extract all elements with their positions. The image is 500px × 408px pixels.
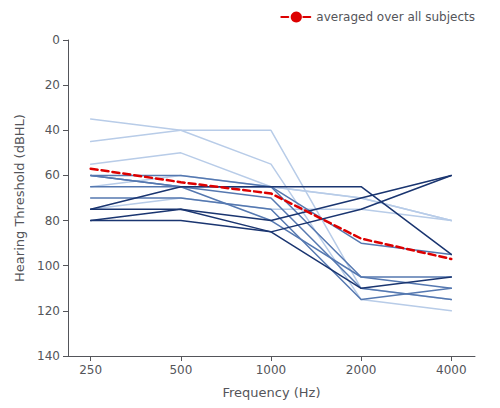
svg-text:20: 20 — [45, 78, 60, 92]
svg-text:Hearing Threshold (dBHL): Hearing Threshold (dBHL) — [12, 114, 27, 282]
svg-text:2000: 2000 — [346, 363, 377, 377]
svg-text:500: 500 — [169, 363, 192, 377]
svg-text:120: 120 — [37, 304, 60, 318]
svg-text:80: 80 — [45, 214, 60, 228]
svg-text:Frequency (Hz): Frequency (Hz) — [222, 385, 320, 400]
svg-text:250: 250 — [79, 363, 102, 377]
svg-text:40: 40 — [45, 123, 60, 137]
svg-text:140: 140 — [37, 349, 60, 363]
svg-text:100: 100 — [37, 259, 60, 273]
svg-text:60: 60 — [45, 168, 60, 182]
svg-text:averaged over all subjects: averaged over all subjects — [316, 10, 475, 24]
svg-text:0: 0 — [52, 33, 60, 47]
svg-text:4000: 4000 — [436, 363, 467, 377]
svg-text:1000: 1000 — [256, 363, 287, 377]
